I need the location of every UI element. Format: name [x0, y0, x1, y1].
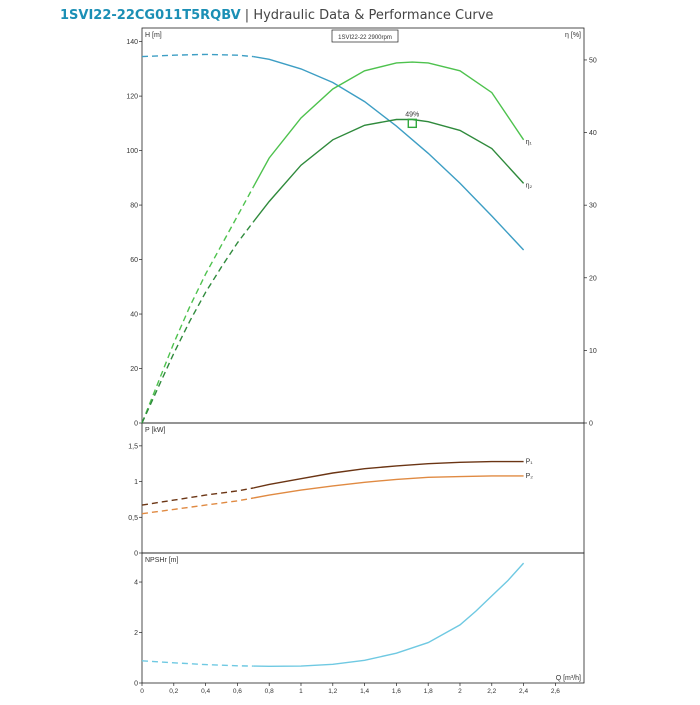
best-efficiency-point [407, 118, 417, 129]
power-axis-label: P [kW] [145, 427, 166, 434]
flow-tick-label: 1 [299, 688, 303, 695]
npsh-tick-label: 0 [134, 681, 138, 688]
flow-axis-label: Q [m³/h] [556, 675, 581, 682]
head-tick-label: 40 [130, 312, 138, 319]
p1-curve-dashed [141, 487, 254, 506]
efficiency-tick-label: 20 [589, 275, 597, 282]
head-axis-label: H [m] [145, 32, 162, 39]
p2-curve [253, 475, 524, 499]
efficiency-tick-label: 30 [589, 203, 597, 210]
eta1-curve-dashed [141, 186, 254, 424]
power-tick-label: 1 [134, 479, 138, 486]
p1-curve [253, 460, 524, 489]
head-tick-label: 100 [126, 148, 138, 155]
speed-label: 1SVI22-22 2900rpm [338, 35, 392, 41]
p2-curve-label: P₂ [526, 473, 534, 480]
eta1-curve [252, 61, 525, 188]
flow-tick-label: 2 [458, 688, 462, 695]
npsh-tick-label: 4 [134, 580, 138, 587]
eta1-curve-label: η₁ [526, 139, 533, 146]
npsh-curve [253, 562, 525, 668]
p2-curve-dashed [141, 497, 254, 515]
eta2-curve-dashed [141, 221, 254, 424]
flow-tick-label: 2,4 [519, 688, 528, 695]
chart-subtitle: Hydraulic Data & Performance Curve [253, 8, 494, 23]
efficiency-tick-label: 50 [589, 57, 597, 64]
model-title: 1SVI22-22CG011T5RQBV [60, 8, 241, 23]
efficiency-tick-label: 10 [589, 348, 597, 355]
head-tick-label: 0 [134, 421, 138, 428]
chart-header: 1SVI22-22CG011T5RQBV | Hydraulic Data & … [60, 8, 493, 24]
efficiency-tick-label: 40 [589, 130, 597, 137]
head-tick-label: 80 [130, 203, 138, 210]
flow-tick-label: 0 [140, 688, 144, 695]
flow-tick-label: 0,6 [233, 688, 242, 695]
flow-tick-label: 1,2 [328, 688, 337, 695]
title-separator: | [244, 8, 250, 23]
npsh-curve-dashed [141, 660, 254, 667]
efficiency-axis-label: η [%] [565, 32, 581, 39]
flow-tick-label: 0,4 [201, 688, 210, 695]
flow-tick-label: 2,6 [551, 688, 560, 695]
flow-tick-label: 1,4 [360, 688, 369, 695]
eta2-curve [252, 118, 525, 223]
power-tick-label: 1,5 [128, 443, 138, 450]
npsh-tick-label: 2 [134, 630, 138, 637]
head-tick-label: 140 [126, 39, 138, 46]
power-tick-label: 0 [134, 551, 138, 558]
speed-label-box [331, 29, 399, 43]
head-curve-dashed [141, 53, 254, 58]
flow-tick-label: 1,8 [424, 688, 433, 695]
head-tick-label: 20 [130, 366, 138, 373]
panel-frame [141, 422, 585, 554]
flow-tick-label: 1,6 [392, 688, 401, 695]
head-tick-label: 60 [130, 257, 138, 264]
flow-tick-label: 2,2 [487, 688, 496, 695]
head-tick-label: 120 [126, 94, 138, 101]
panel-frame [141, 552, 585, 684]
flow-tick-label: 0,8 [265, 688, 274, 695]
flow-tick-label: 0,2 [169, 688, 178, 695]
efficiency-tick-label: 0 [589, 421, 593, 428]
npsh-axis-label: NPSHr [m] [145, 557, 179, 564]
head-curve [253, 55, 525, 251]
eta2-curve-label: η₂ [526, 182, 533, 189]
power-tick-label: 0,5 [128, 515, 138, 522]
p1-curve-label: P₁ [526, 459, 534, 466]
panel-frame [141, 27, 585, 424]
bep-efficiency-label: 49% [405, 111, 419, 118]
